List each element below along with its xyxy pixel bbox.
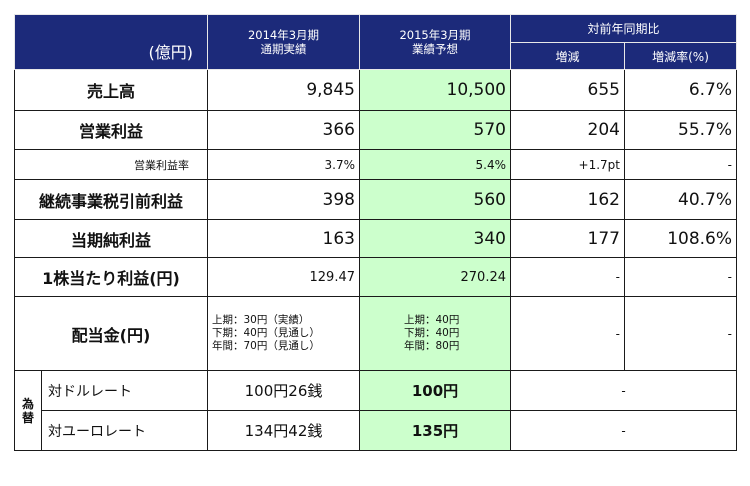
yoy-value: - <box>509 410 738 451</box>
rate-value: 55.7% <box>623 110 738 150</box>
row-label: 営業利益率 <box>14 149 208 180</box>
forecast-value: 270.24 <box>359 257 511 297</box>
rate-value: 40.7% <box>623 179 738 220</box>
fx-group-char: 為 <box>21 396 34 411</box>
header-row-top: (億円) 2014年3月期 通期実績 2015年3月期 業績予想 対前年同期比 <box>14 14 738 70</box>
row-label: 配当金(円) <box>14 296 208 371</box>
change-value: 655 <box>510 69 625 111</box>
col-header-forecast-year: 2015年3月期 <box>399 28 471 42</box>
dividend-line: 上期：40円 <box>404 314 460 326</box>
table-row-dividend: 配当金(円) 上期：30円（実績） 下期：40円（見通し） 年間：70円（見通し… <box>14 296 738 371</box>
row-label: 1株当たり利益(円) <box>14 257 208 297</box>
row-label: 対ユーロレート <box>41 410 208 451</box>
forecast-value: 560 <box>359 179 511 220</box>
rate-value: - <box>623 257 738 297</box>
dividend-line: 上期：30円（実績） <box>212 314 310 326</box>
col-header-actual: 2014年3月期 通期実績 <box>207 14 360 70</box>
fx-group-label: 為 替 <box>14 370 42 451</box>
actual-dividend-breakdown: 上期：30円（実績） 下期：40円（見通し） 年間：70円（見通し） <box>207 296 360 371</box>
dividend-line: 年間：70円（見通し） <box>212 340 320 352</box>
col-header-rate: 増減率(%) <box>623 42 738 70</box>
dividend-line: 下期：40円 <box>404 327 460 339</box>
col-header-actual-kind: 通期実績 <box>260 42 307 56</box>
forecast-value: 10,500 <box>359 69 511 111</box>
actual-value: 100円26銭 <box>207 370 360 411</box>
col-header-forecast: 2015年3月期 業績予想 <box>359 14 511 70</box>
table-row-op-margin: 営業利益率 3.7% 5.4% +1.7pt - <box>14 149 738 180</box>
financial-forecast-table: (億円) 2014年3月期 通期実績 2015年3月期 業績予想 対前年同期比 … <box>14 14 738 454</box>
change-value: 162 <box>510 179 625 220</box>
forecast-value: 570 <box>359 110 511 150</box>
change-value: 177 <box>510 219 625 258</box>
table-row-fx-eur: 対ユーロレート 134円42銭 135円 - <box>15 410 738 451</box>
header-row-bottom: 増減 増減率(%) <box>15 42 738 70</box>
actual-value: 398 <box>207 179 360 220</box>
table-row-op-income: 営業利益 366 570 204 55.7% <box>14 110 738 150</box>
forecast-value: 100円 <box>359 370 511 411</box>
change-value: - <box>510 257 625 297</box>
dividend-line: 下期：40円（見通し） <box>212 327 320 339</box>
actual-value: 129.47 <box>207 257 360 297</box>
fx-group-char: 替 <box>21 410 34 425</box>
actual-value: 134円42銭 <box>207 410 360 451</box>
table-row-pretax: 継続事業税引前利益 398 560 162 40.7% <box>14 179 738 220</box>
col-header-actual-year: 2014年3月期 <box>247 28 320 42</box>
table-row-sales: 売上高 9,845 10,500 655 6.7% <box>14 69 738 111</box>
col-header-change: 増減 <box>510 42 625 70</box>
table-row-fx-usd: 為 替 対ドルレート 100円26銭 100円 - <box>14 370 738 451</box>
actual-value: 3.7% <box>207 149 360 180</box>
dividend-line: 年間：80円 <box>404 340 460 352</box>
table-row-net-income: 当期純利益 163 340 177 108.6% <box>14 219 738 258</box>
row-label: 営業利益 <box>14 110 208 150</box>
rate-value: - <box>623 149 738 180</box>
col-header-yoy: 対前年同期比 <box>509 14 738 43</box>
row-label: 継続事業税引前利益 <box>14 179 208 220</box>
actual-value: 366 <box>207 110 360 150</box>
forecast-dividend-breakdown: 上期：40円 下期：40円 年間：80円 <box>359 296 511 371</box>
col-header-forecast-kind: 業績予想 <box>412 42 458 56</box>
row-label: 当期純利益 <box>14 219 208 258</box>
table-row-eps: 1株当たり利益(円) 129.47 270.24 - - <box>14 257 738 297</box>
unit-label: (億円) <box>14 14 208 70</box>
rate-value: 108.6% <box>623 219 738 258</box>
change-value: 204 <box>510 110 625 150</box>
change-value: +1.7pt <box>510 149 625 180</box>
row-label: 売上高 <box>14 69 208 111</box>
change-value: - <box>510 296 625 371</box>
forecast-value: 135円 <box>359 410 511 451</box>
actual-value: 9,845 <box>207 69 360 111</box>
forecast-table: (億円) 2014年3月期 通期実績 2015年3月期 業績予想 対前年同期比 … <box>14 14 738 451</box>
row-label: 対ドルレート <box>41 370 208 411</box>
yoy-value: - <box>509 370 738 411</box>
forecast-value: 5.4% <box>359 149 511 180</box>
actual-value: 163 <box>207 219 360 258</box>
forecast-value: 340 <box>359 219 511 258</box>
rate-value: 6.7% <box>623 69 738 111</box>
rate-value: - <box>623 296 738 371</box>
